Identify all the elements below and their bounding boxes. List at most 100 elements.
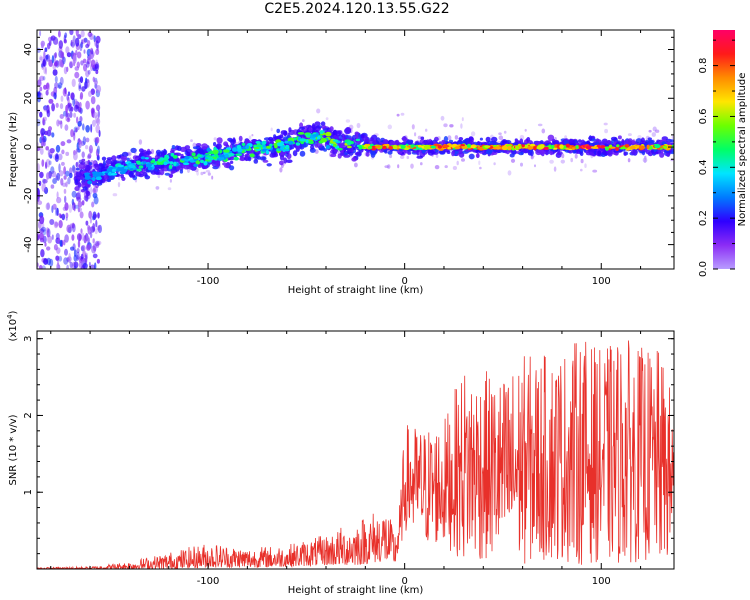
spectral-noise-point xyxy=(92,253,98,259)
spectral-noise-point xyxy=(82,136,87,146)
spectral-noise-point xyxy=(68,204,73,213)
spectral-noise-point xyxy=(70,246,75,251)
spectral-noise-point xyxy=(40,249,45,258)
spectral-noise-point xyxy=(85,43,90,49)
spectral-noise-point xyxy=(77,120,82,127)
spectral-noise-point xyxy=(69,167,73,175)
spectral-noise-point xyxy=(66,139,72,144)
spectral-noise-point xyxy=(86,244,91,251)
spectral-noise-point xyxy=(59,76,64,86)
spectral-noise-point xyxy=(85,100,90,110)
spectral-noise-point xyxy=(37,146,41,151)
spectral-noise-point xyxy=(63,39,67,44)
spectral-noise-point xyxy=(95,242,100,248)
spectral-noise-point xyxy=(592,169,598,173)
spectral-noise-point xyxy=(92,211,97,220)
spectral-noise-point xyxy=(389,154,393,159)
spectral-noise-point xyxy=(54,82,59,89)
spectral-noise-point xyxy=(52,69,58,76)
spectral-noise-point xyxy=(69,111,73,118)
spectral-noise-point xyxy=(54,75,58,83)
spectral-noise-point xyxy=(75,37,80,47)
spectral-noise-point xyxy=(56,207,59,216)
spectral-noise-point xyxy=(510,158,516,163)
spectral-noise-point xyxy=(60,141,66,147)
spectral-noise-point xyxy=(43,105,49,111)
spectral-noise-point xyxy=(49,154,53,159)
spectral-noise-point xyxy=(92,222,96,232)
spectral-noise-point xyxy=(81,200,85,206)
spectral-noise-point xyxy=(493,162,496,166)
spectral-noise-point xyxy=(73,112,76,118)
spectral-noise-point xyxy=(92,119,96,127)
spectral-noise-point xyxy=(85,77,88,84)
spectral-noise-point xyxy=(51,103,55,112)
spectral-noise-point xyxy=(316,108,321,114)
spectral-noise-point xyxy=(85,125,90,133)
spectral-noise-point xyxy=(76,233,82,241)
spectral-noise-point xyxy=(96,225,101,231)
spectral-noise-point xyxy=(95,48,100,56)
spectral-noise-point xyxy=(507,170,512,176)
spectral-noise-point xyxy=(456,160,459,166)
spectral-band-point xyxy=(578,139,582,143)
spectral-noise-point xyxy=(397,164,400,169)
x-tick-label: 100 xyxy=(592,576,611,587)
y-tick-label: 1 xyxy=(23,489,34,495)
spectral-noise-point xyxy=(460,123,463,129)
spectral-noise-point xyxy=(75,162,78,167)
spectral-noise-point xyxy=(59,239,63,247)
spectral-noise-point xyxy=(87,31,93,38)
spectral-noise-point xyxy=(79,85,81,90)
spectral-noise-point xyxy=(52,178,57,184)
spectral-noise-point xyxy=(470,131,476,137)
spectral-noise-point xyxy=(627,133,632,137)
spectral-noise-point xyxy=(43,186,49,195)
spectral-noise-point xyxy=(96,85,102,94)
spectral-noise-point xyxy=(37,163,40,172)
spectral-noise-point xyxy=(85,137,90,143)
spectral-noise-point xyxy=(68,253,71,261)
spectral-noise-point xyxy=(83,81,89,90)
spectral-noise-point xyxy=(85,61,90,68)
spectrogram-marks xyxy=(37,30,674,269)
spectral-noise-point xyxy=(70,39,73,47)
spectral-noise-point xyxy=(43,258,49,265)
spectral-noise-point xyxy=(67,102,72,108)
spectral-noise-point xyxy=(54,221,59,227)
spectral-noise-point xyxy=(39,86,43,92)
spectral-noise-point xyxy=(47,235,53,244)
spectral-noise-point xyxy=(40,226,47,232)
spectral-noise-point xyxy=(302,119,305,123)
spectral-noise-point xyxy=(561,153,565,159)
spectral-noise-point xyxy=(57,257,60,266)
spectral-noise-point xyxy=(58,170,64,177)
spectral-noise-point xyxy=(54,39,59,45)
spectral-noise-point xyxy=(65,212,69,219)
spectral-noise-point xyxy=(80,41,84,49)
spectral-noise-point xyxy=(77,200,83,208)
spectral-noise-point xyxy=(64,248,68,256)
spectral-noise-point xyxy=(410,163,414,169)
spectral-noise-point xyxy=(41,182,46,192)
spectral-noise-point xyxy=(56,196,62,204)
y-axis-label: SNR (10 * v/v) xyxy=(8,414,19,485)
spectral-noise-point xyxy=(46,232,50,238)
spectral-noise-point xyxy=(53,221,59,229)
spectral-noise-point xyxy=(574,153,578,159)
spectral-noise-point xyxy=(435,154,439,158)
spectral-noise-point xyxy=(65,112,68,121)
spectral-noise-point xyxy=(62,56,66,65)
spectral-noise-point xyxy=(530,155,534,160)
spectral-noise-point xyxy=(97,212,100,219)
spectral-noise-point xyxy=(71,222,75,229)
spectral-noise-point xyxy=(50,35,56,41)
spectral-noise-point xyxy=(570,157,573,163)
spectral-noise-point xyxy=(65,46,70,54)
spectral-noise-point xyxy=(79,116,83,123)
spectral-noise-point xyxy=(167,187,172,191)
spectral-noise-point xyxy=(42,179,48,184)
spectral-noise-point xyxy=(95,136,100,144)
spectral-noise-point xyxy=(90,123,93,133)
spectral-noise-point xyxy=(79,92,84,100)
